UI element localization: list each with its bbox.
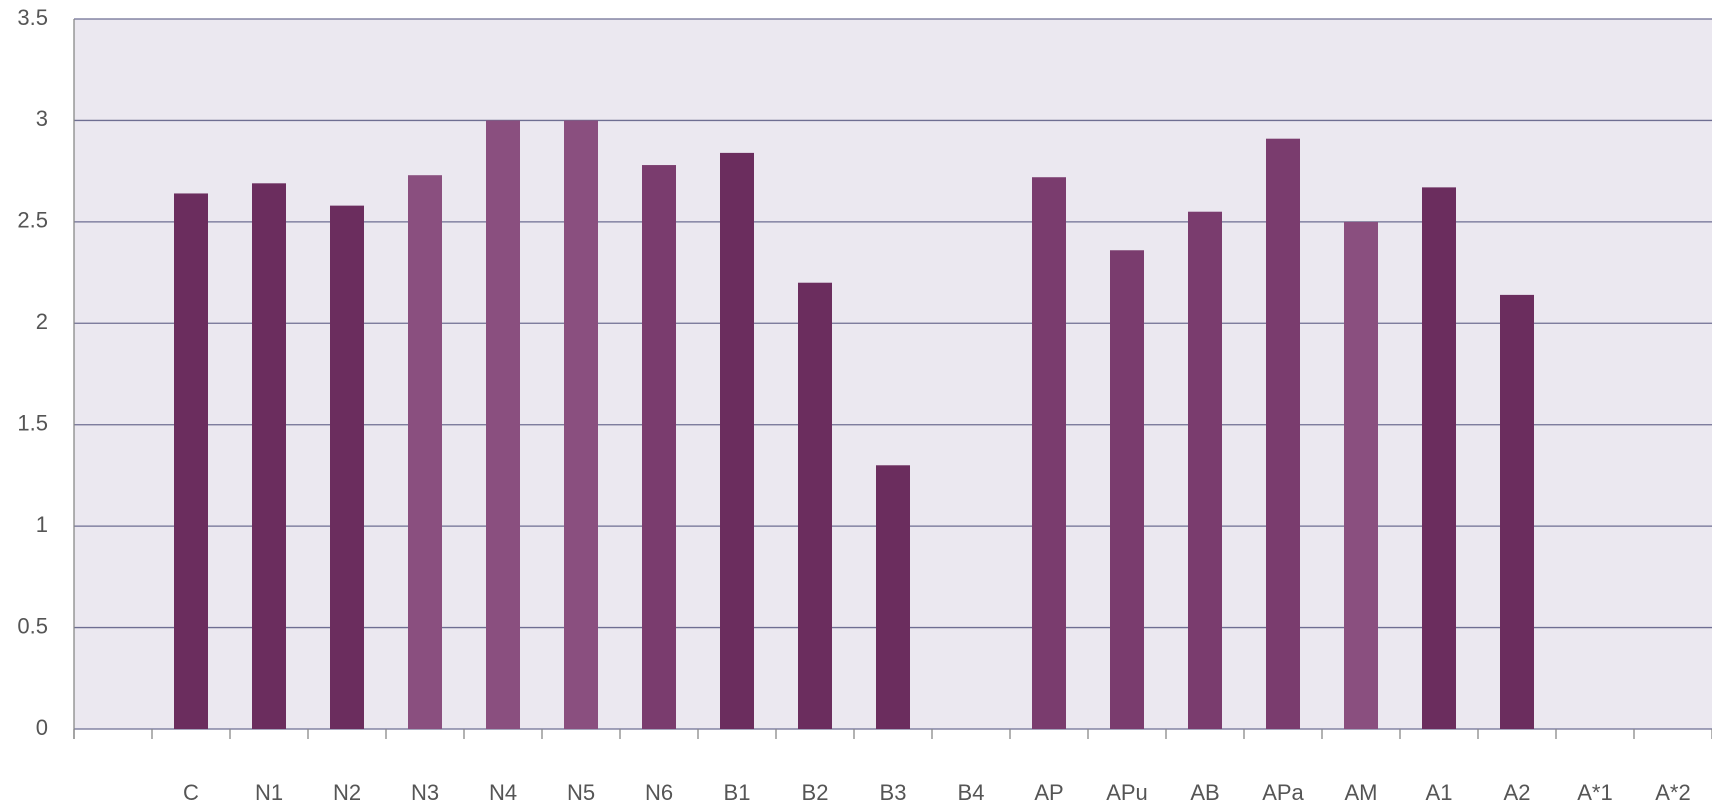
y-tick-label: 2.5: [17, 208, 48, 233]
bar: [330, 206, 364, 729]
y-tick-label: 1.5: [17, 411, 48, 436]
x-tick-label: B3: [880, 780, 907, 805]
x-tick-label: AP: [1034, 780, 1063, 805]
x-tick-label: B2: [802, 780, 829, 805]
x-tick-label: N4: [489, 780, 517, 805]
x-tick-label: N1: [255, 780, 283, 805]
bar: [252, 183, 286, 729]
bar: [642, 165, 676, 729]
x-tick-label: N3: [411, 780, 439, 805]
x-tick-label: APa: [1262, 780, 1304, 805]
x-tick-label: N5: [567, 780, 595, 805]
x-tick-label: APu: [1106, 780, 1148, 805]
bar: [1266, 139, 1300, 729]
x-tick-label: A*2: [1655, 780, 1690, 805]
bar: [174, 193, 208, 729]
y-tick-label: 3: [36, 106, 48, 131]
bar: [564, 120, 598, 729]
x-tick-label: AB: [1190, 780, 1219, 805]
bar: [1110, 250, 1144, 729]
bar: [1422, 187, 1456, 729]
y-tick-label: 0: [36, 715, 48, 740]
bar: [1188, 212, 1222, 729]
x-tick-label: C: [183, 780, 199, 805]
x-tick-label: A*1: [1577, 780, 1612, 805]
x-tick-label: A1: [1426, 780, 1453, 805]
bar: [798, 283, 832, 729]
x-tick-label: B4: [958, 780, 985, 805]
y-tick-label: 1: [36, 512, 48, 537]
x-tick-label: AM: [1345, 780, 1378, 805]
x-tick-label: N2: [333, 780, 361, 805]
y-tick-label: 0.5: [17, 613, 48, 638]
x-tick-label: A2: [1504, 780, 1531, 805]
bar: [408, 175, 442, 729]
y-tick-label: 2: [36, 309, 48, 334]
bar: [720, 153, 754, 729]
bar: [876, 465, 910, 729]
bar: [486, 120, 520, 729]
bar: [1344, 222, 1378, 729]
bar: [1032, 177, 1066, 729]
x-tick-label: B1: [724, 780, 751, 805]
page: {"chart_data": {"type": "bar", "categori…: [0, 0, 1712, 809]
chart: 0 0.5 1 1.5 2 2.5 3 3.5 C N1 N2 N3 N4 N5 N6 B1 B2 B3 B4 AP A…: [0, 0, 1712, 809]
x-tick-label: N6: [645, 780, 673, 805]
bar: [1500, 295, 1534, 729]
y-tick-label: 3.5: [17, 5, 48, 30]
